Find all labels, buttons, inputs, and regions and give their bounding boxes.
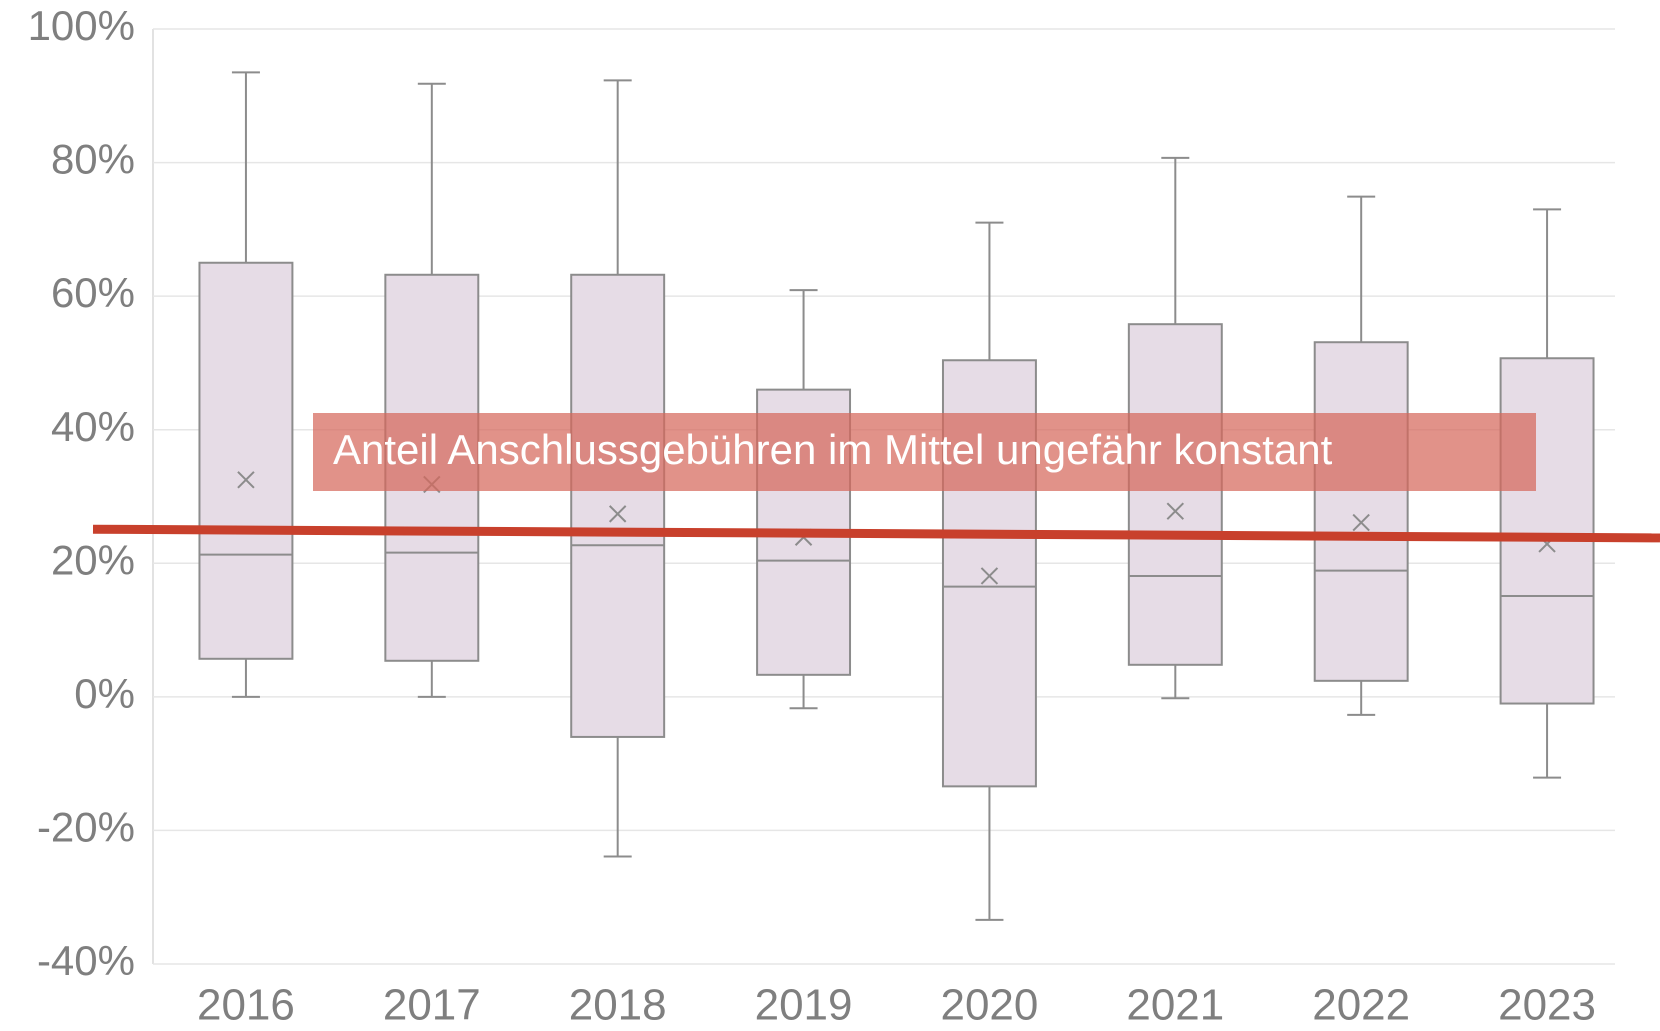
mean-marker xyxy=(980,567,999,585)
y-tick-label: -20% xyxy=(37,804,135,851)
y-tick-label: 0% xyxy=(74,670,135,717)
mean-marker xyxy=(1352,513,1370,532)
annotation: Anteil Anschlussgebühren im Mittel ungef… xyxy=(333,426,1333,473)
x-tick-label: 2022 xyxy=(1312,981,1410,1030)
mean-marker xyxy=(1166,502,1185,520)
box xyxy=(198,261,294,660)
x-tick-label: 2017 xyxy=(383,981,481,1030)
y-tick-label: 100% xyxy=(28,2,135,49)
x-tick-label: 2023 xyxy=(1498,981,1596,1030)
y-tick-label: -40% xyxy=(37,937,135,984)
box xyxy=(1499,357,1595,705)
box xyxy=(1127,323,1223,666)
x-tick-label: 2020 xyxy=(940,981,1038,1030)
y-tick-label: 60% xyxy=(51,269,135,316)
trend-line xyxy=(92,524,1660,543)
x-tick-label: 2019 xyxy=(755,981,853,1030)
box xyxy=(1313,341,1409,682)
y-tick-label: 20% xyxy=(51,536,135,583)
mean-marker xyxy=(237,471,255,489)
x-tick-label: 2016 xyxy=(197,981,295,1030)
y-tick-label: 40% xyxy=(51,403,135,450)
x-tick-label: 2021 xyxy=(1126,981,1224,1030)
annotation-box xyxy=(313,413,1536,491)
x-tick-label: 2018 xyxy=(569,981,667,1030)
y-tick-label: 80% xyxy=(51,136,135,183)
box xyxy=(570,273,666,738)
mean-marker xyxy=(608,505,627,523)
